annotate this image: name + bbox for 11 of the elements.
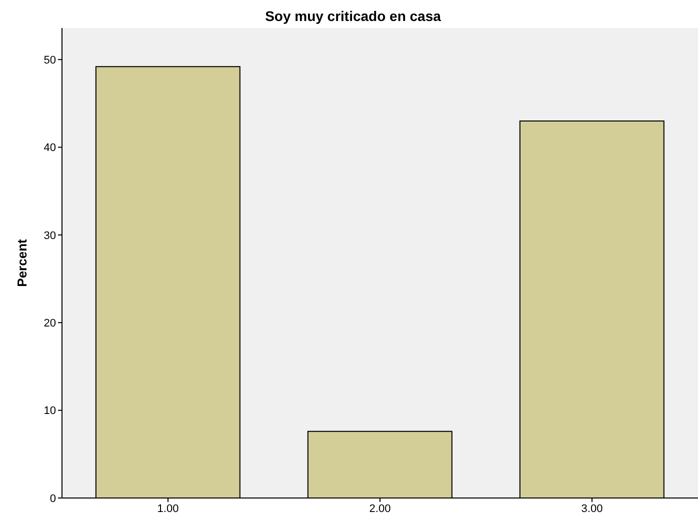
y-tick-label: 10 xyxy=(44,405,56,418)
y-tick-label: 20 xyxy=(44,318,56,330)
chart-title: Soy muy criticado en casa xyxy=(264,8,442,24)
x-tick-label: 1.00 xyxy=(157,502,179,515)
x-tick-label: 3.00 xyxy=(581,502,603,515)
y-tick-label: 30 xyxy=(44,230,56,242)
y-tick-label: 40 xyxy=(44,142,56,154)
x-tick-label: 2.00 xyxy=(369,502,391,515)
y-axis-title: Percent xyxy=(14,238,30,287)
y-tick-label: 50 xyxy=(44,54,56,66)
y-tick-label: 0 xyxy=(50,492,56,505)
